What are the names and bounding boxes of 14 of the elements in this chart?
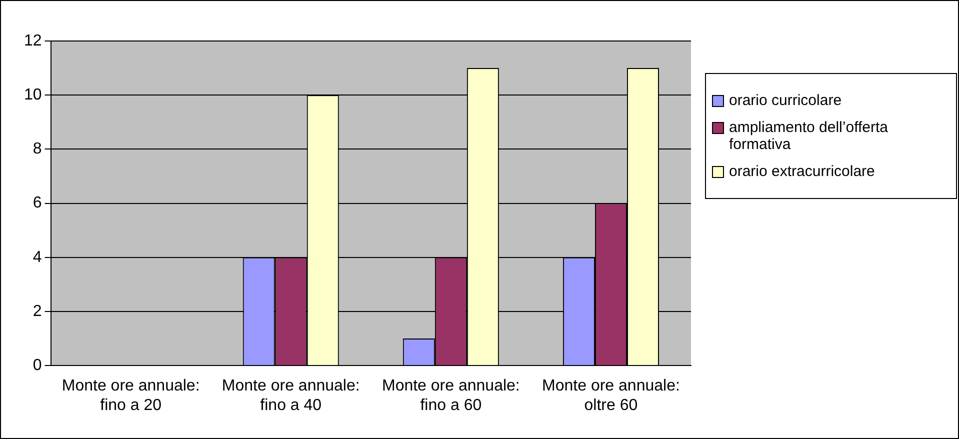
- x-tick-label: Monte ore annuale: fino a 60: [382, 378, 520, 414]
- x-tick-label: Monte ore annuale: oltre 60: [542, 378, 680, 414]
- y-tick-label: 10: [24, 86, 42, 104]
- legend-label: orario extracurricolare: [729, 163, 875, 180]
- y-tick-label: 0: [32, 357, 42, 374]
- legend-label: ampliamento dell’offerta formativa: [729, 119, 889, 153]
- y-tick-label: 4: [32, 248, 42, 266]
- legend-label: orario curricolare: [729, 92, 842, 109]
- y-tick-label: 8: [32, 140, 42, 158]
- y-tick-label: 12: [24, 32, 42, 50]
- x-tick-label: Monte ore annuale: fino a 40: [222, 378, 360, 414]
- y-tick-label: 6: [32, 194, 42, 212]
- y-tick-label: 2: [32, 302, 42, 320]
- x-tick-label: Monte ore annuale: fino a 20: [62, 378, 200, 414]
